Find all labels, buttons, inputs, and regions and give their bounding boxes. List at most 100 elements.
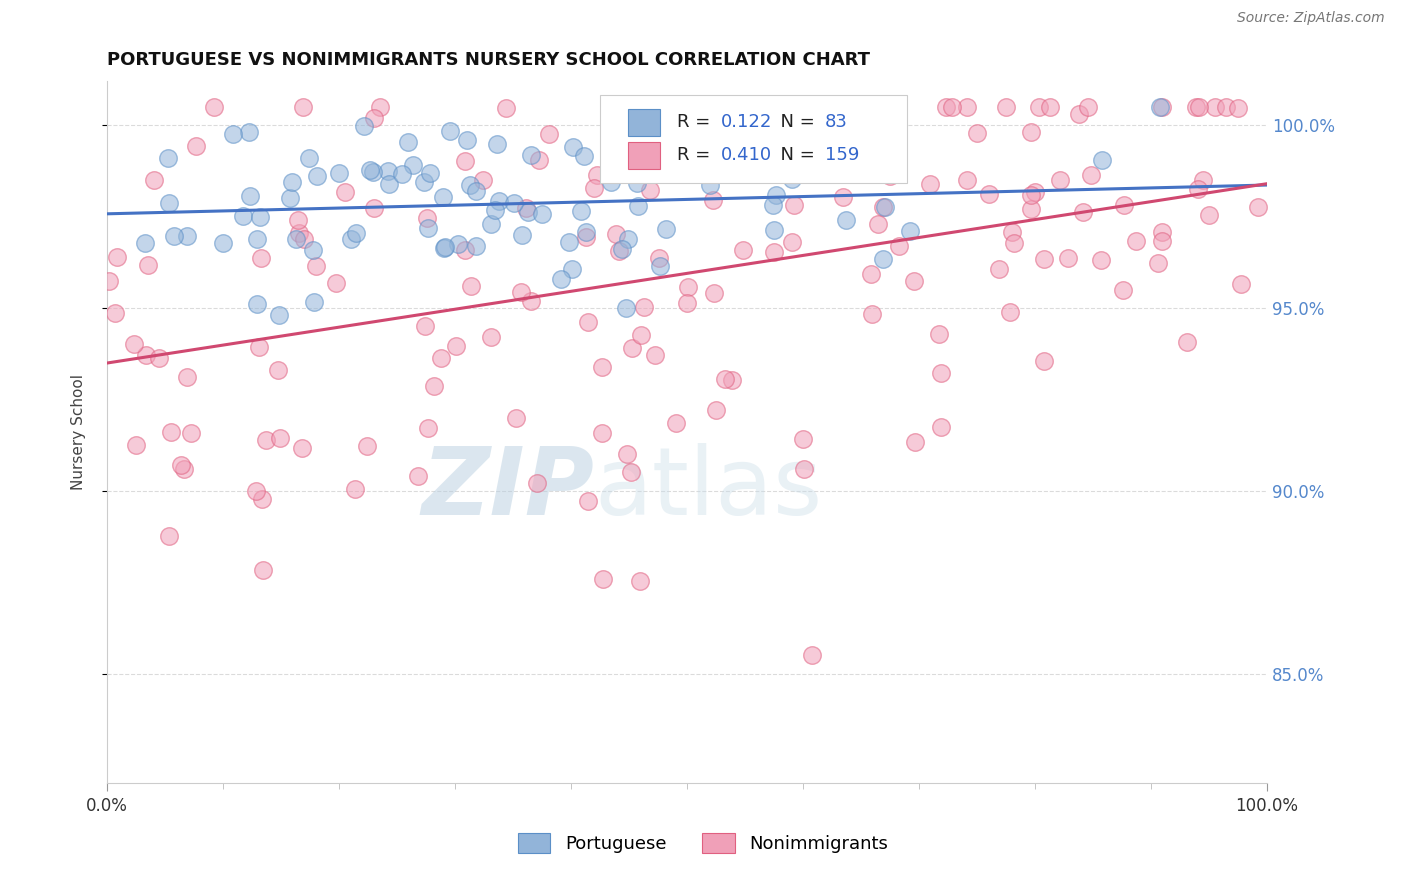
Point	[246, 232, 269, 246]
Point	[780, 235, 803, 250]
Point	[801, 648, 824, 663]
Point	[359, 163, 381, 178]
Point	[157, 195, 180, 210]
Point	[1090, 253, 1112, 268]
Point	[288, 226, 311, 240]
Point	[599, 175, 621, 189]
Point	[434, 240, 457, 254]
Point	[1150, 234, 1173, 248]
Point	[484, 202, 506, 217]
Point	[966, 126, 988, 140]
Point	[1112, 198, 1135, 212]
Point	[765, 188, 787, 202]
Point	[537, 127, 560, 141]
Point	[659, 138, 682, 153]
Point	[1204, 100, 1226, 114]
Point	[761, 100, 783, 114]
Point	[460, 279, 482, 293]
Point	[699, 178, 721, 193]
Point	[143, 172, 166, 186]
Point	[1002, 236, 1025, 251]
Point	[1192, 172, 1215, 186]
Point	[1019, 188, 1042, 202]
Point	[1021, 125, 1043, 139]
Point	[979, 187, 1001, 202]
Point	[249, 210, 271, 224]
Point	[105, 250, 128, 264]
Point	[254, 433, 277, 447]
Point	[762, 244, 785, 259]
Point	[614, 301, 637, 315]
Point	[1080, 168, 1102, 182]
Point	[702, 193, 724, 207]
Point	[125, 438, 148, 452]
Text: 159: 159	[825, 146, 859, 164]
Point	[346, 226, 368, 240]
Text: atlas: atlas	[595, 442, 823, 534]
Point	[1188, 100, 1211, 114]
Point	[575, 225, 598, 239]
Point	[396, 135, 419, 149]
Point	[302, 243, 325, 257]
Point	[340, 232, 363, 246]
Text: R =: R =	[676, 146, 716, 164]
Point	[835, 213, 858, 227]
Point	[1185, 100, 1208, 114]
Point	[1227, 101, 1250, 115]
Point	[644, 348, 666, 362]
Text: N =: N =	[769, 146, 821, 164]
Point	[583, 181, 606, 195]
Point	[633, 300, 655, 314]
Point	[609, 145, 631, 160]
Point	[239, 189, 262, 203]
Point	[516, 205, 538, 219]
Point	[1112, 283, 1135, 297]
Point	[464, 184, 486, 198]
Point	[526, 475, 548, 490]
Point	[247, 340, 270, 354]
Point	[1198, 208, 1220, 222]
Point	[617, 232, 640, 246]
Point	[479, 330, 502, 344]
Point	[280, 191, 302, 205]
Point	[252, 563, 274, 577]
Point	[720, 373, 742, 387]
Point	[561, 140, 583, 154]
Point	[287, 212, 309, 227]
Text: ZIP: ZIP	[422, 442, 595, 534]
Point	[510, 285, 533, 299]
Point	[860, 308, 883, 322]
Point	[605, 227, 627, 241]
Point	[929, 366, 952, 380]
Point	[868, 217, 890, 231]
Point	[887, 239, 910, 253]
Point	[157, 529, 180, 543]
Point	[422, 379, 444, 393]
Point	[904, 435, 927, 450]
Point	[510, 227, 533, 242]
Point	[267, 363, 290, 377]
Point	[626, 176, 648, 190]
Point	[872, 252, 894, 266]
Point	[416, 420, 439, 434]
Point	[285, 232, 308, 246]
Point	[520, 148, 543, 162]
Point	[1149, 100, 1171, 114]
Point	[883, 100, 905, 114]
Text: 83: 83	[825, 113, 848, 131]
Point	[486, 137, 509, 152]
Point	[479, 218, 502, 232]
Point	[616, 447, 638, 461]
Point	[363, 164, 385, 178]
Point	[792, 432, 814, 446]
Point	[607, 244, 630, 259]
Point	[572, 149, 595, 163]
Point	[454, 153, 477, 168]
Point	[1150, 225, 1173, 239]
Point	[291, 441, 314, 455]
Point	[333, 185, 356, 199]
Point	[558, 235, 581, 250]
Point	[488, 194, 510, 208]
Point	[418, 220, 440, 235]
Point	[591, 360, 613, 375]
